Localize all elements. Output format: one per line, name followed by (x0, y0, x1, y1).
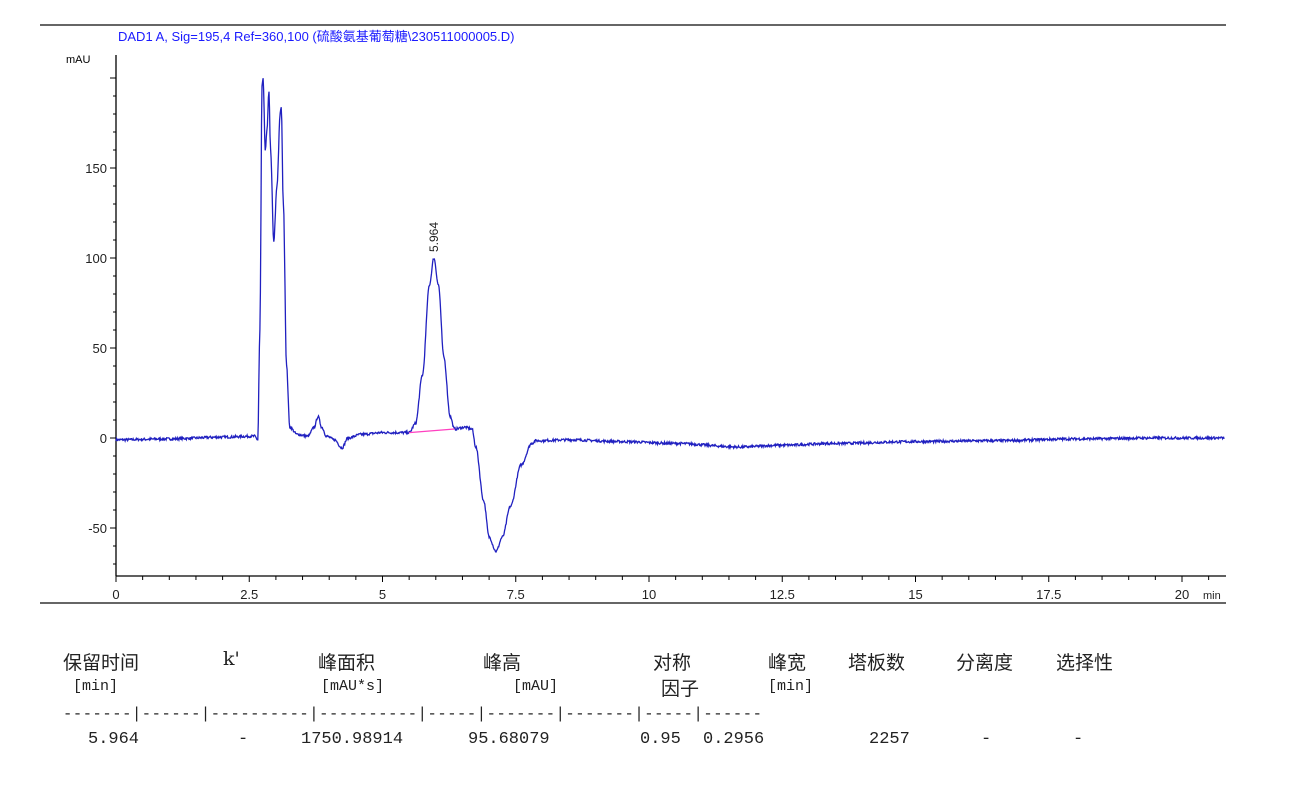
x-tick-label: 12.5 (770, 587, 795, 602)
y-tick-label: 100 (85, 251, 107, 266)
table-cell: 0.95 (640, 730, 681, 749)
table-separator: -------|------|----------|----------|---… (63, 705, 763, 723)
table-cell: - (1073, 730, 1084, 749)
signal-trace (115, 78, 1225, 553)
x-tick-label: 7.5 (507, 587, 525, 602)
integration-baseline (409, 428, 455, 434)
table-cell: 5.964 (88, 730, 140, 749)
chart-title: DAD1 A, Sig=195,4 Ref=360,100 (硫酸氨基葡萄糖\2… (118, 29, 515, 44)
x-tick-label: 5 (379, 587, 386, 602)
x-tick-label: 17.5 (1036, 587, 1061, 602)
column-unit: [min] (768, 678, 814, 695)
x-axis-label: min (1203, 590, 1221, 602)
x-tick-label: 20 (1175, 587, 1189, 602)
column-header: 选择性 (1056, 652, 1114, 674)
column-header: 峰宽 (768, 652, 807, 674)
x-tick-label: 2.5 (240, 587, 258, 602)
y-tick-label: 150 (85, 161, 107, 176)
column-unit: 因子 (661, 678, 700, 700)
table-cell: - (981, 730, 992, 749)
table-cell: 0.2956 (703, 730, 765, 749)
table-cell: - (238, 730, 249, 749)
column-header: 峰面积 (318, 652, 376, 674)
peak-label: 5.964 (427, 222, 441, 252)
y-axis-label: mAU (66, 54, 91, 66)
x-tick-label: 10 (642, 587, 656, 602)
column-unit: [min] (73, 678, 119, 695)
y-tick-label: 0 (100, 431, 107, 446)
column-header: k' (223, 648, 240, 670)
axes: 0 2.5 5 7.5 10 12.5 15 17.5 20 min -50 0 50 100 150 (85, 55, 1226, 602)
plot-area: 5.964 (115, 78, 1225, 553)
table-cell: 95.68079 (468, 730, 550, 749)
column-header: 对称 (653, 652, 692, 674)
column-header: 保留时间 (63, 652, 140, 674)
y-tick-label: -50 (88, 521, 107, 536)
x-tick-label: 15 (908, 587, 922, 602)
column-header: 塔板数 (848, 652, 906, 674)
column-unit: [mAU*s] (321, 678, 385, 695)
chromatogram-chart: 0 2.5 5 7.5 10 12.5 15 17.5 20 min -50 0 50 100 150 5.… (40, 24, 1226, 604)
x-tick-label: 0 (112, 587, 119, 602)
table-cell: 1750.98914 (301, 730, 404, 749)
column-header: 分离度 (956, 652, 1014, 674)
column-unit: [mAU] (513, 678, 559, 695)
y-tick-label: 50 (93, 341, 107, 356)
table-cell: 2257 (869, 730, 910, 749)
column-header: 峰高 (483, 652, 522, 674)
